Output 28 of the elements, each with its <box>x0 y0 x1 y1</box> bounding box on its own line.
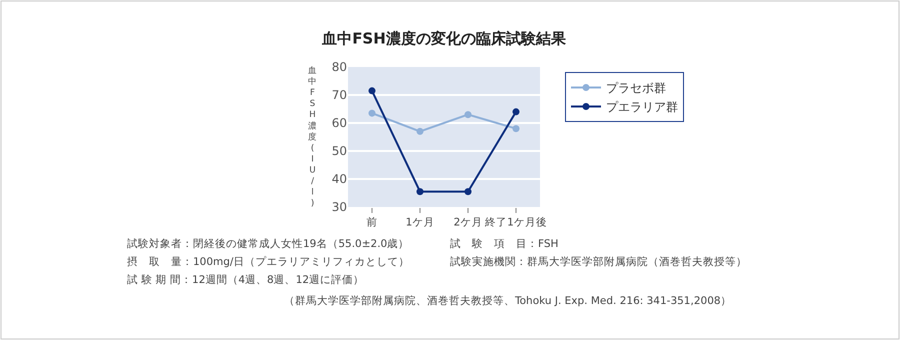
point <box>512 108 520 116</box>
legend-label: プエラリア群 <box>606 100 678 114</box>
text: 試験対象者：閉経後の健常成人女性19名（55.0±2.0歳） <box>127 237 410 250</box>
text: 試験実施機関：群馬大学医学部附属病院（酒巻哲夫教授等） <box>450 255 747 268</box>
text: 試 験 項 目：FSH <box>450 237 558 250</box>
text: 試 験 期 間：12週間（4週、8週、12週に評価） <box>127 273 364 286</box>
text: 血中FSH濃度(IU/l) <box>308 66 317 209</box>
text: 摂 取 量：100mg/日（プエラリアミリフィカとして） <box>127 255 410 268</box>
point <box>368 110 376 117</box>
chart-title: 血中FSH濃度の変化の臨床試験結果 <box>321 29 567 48</box>
point <box>464 188 472 196</box>
point <box>416 128 424 135</box>
y-tick-label: 60 <box>332 116 347 130</box>
x-tick-label: 前 <box>366 216 378 229</box>
point <box>512 125 520 132</box>
point <box>368 87 376 94</box>
y-tick-label: 30 <box>332 200 347 214</box>
text: （群馬大学医学部附属病院、酒巻哲夫教授等、Tohoku J. Exp. Med. 216: 341-351,2008） <box>284 294 732 307</box>
point <box>464 111 472 118</box>
x-tick-label: 2ケ月 <box>454 216 482 229</box>
y-tick-label: 80 <box>332 60 347 74</box>
y-tick-label: 70 <box>332 88 347 102</box>
y-tick-label: 40 <box>332 172 347 186</box>
point <box>416 188 424 196</box>
x-tick-label: 1ケ月 <box>406 216 434 229</box>
x-tick-label: 終了1ケ月後 <box>484 216 547 229</box>
y-tick-label: 50 <box>332 144 347 158</box>
legend-label: プラセボ群 <box>606 81 666 96</box>
